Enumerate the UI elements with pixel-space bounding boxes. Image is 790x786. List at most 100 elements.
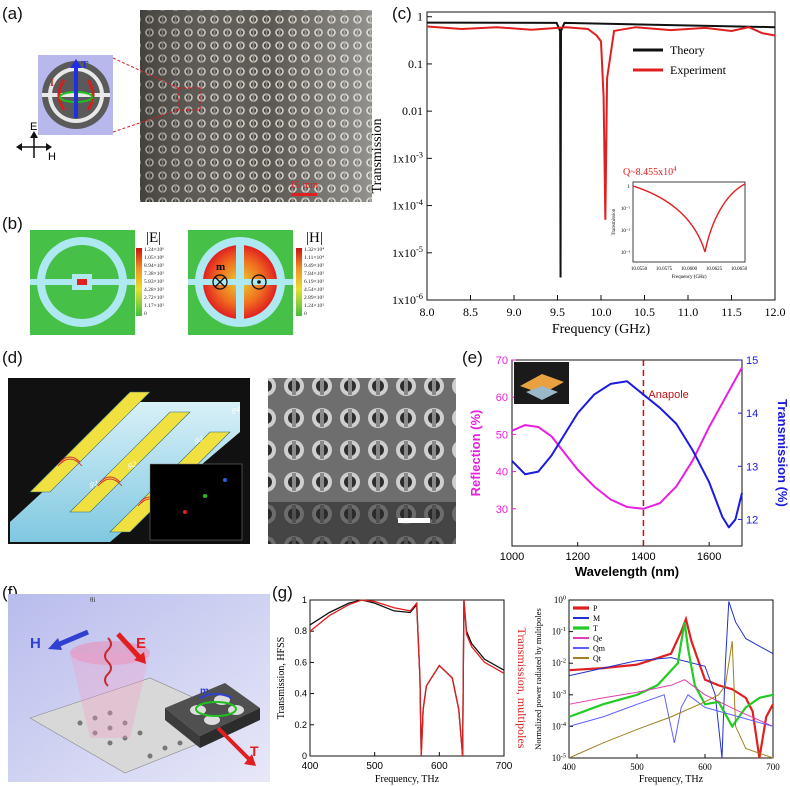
h-scale-1: 1.11×10⁴ (304, 255, 324, 261)
inset-x-label: Frequency (GHz) (671, 275, 706, 280)
panel-d-label: (d) (2, 348, 23, 367)
x-tick-label: 700 (496, 761, 513, 772)
inset-y-tick: 10⁻³ (621, 250, 631, 256)
h-colorbar (296, 248, 302, 316)
x-axis-label: Frequency, THz (375, 774, 440, 785)
panel-g-right-chart: 400 500 600 700 100 10-1 10-2 10-3 10-4 10-5 Frequ… (533, 594, 780, 785)
y-tick-label: 0.2 (294, 720, 307, 730)
legend-label-m: M (593, 614, 600, 623)
series-qe (568, 679, 774, 727)
panel-f-figure: H E m T θi (8, 594, 270, 782)
inset-x-tick: 10.0625 (706, 267, 723, 272)
h-scale-2: 9.49×10³ (304, 263, 324, 269)
series-m (568, 601, 774, 759)
x-tick-label: 10.0 (591, 305, 612, 319)
panel-e-label: (e) (462, 348, 483, 367)
q-factor-label: Q~8.455x104 (623, 165, 677, 178)
legend-label-experiment: Experiment (670, 63, 727, 77)
y-left-tick-label: 60 (496, 392, 508, 404)
y-left-tick-label: 70 (496, 355, 508, 367)
h-scale-3: 7.84×10³ (304, 271, 324, 277)
x-tick-label: 11.5 (721, 305, 742, 319)
h-scale-4: 6.19×10³ (304, 279, 324, 285)
e-scale-7: 1.17×10⁵ (144, 303, 164, 309)
series-qm (568, 694, 774, 744)
y-axis-label: Transmission (370, 119, 385, 194)
y-tick-label: 0.4 (294, 689, 307, 699)
series-transmission (511, 380, 743, 529)
inset-y-label: Transmission (612, 208, 617, 235)
plot-frame (568, 599, 774, 759)
inset-y-tick: 10⁻² (621, 228, 631, 234)
series-reflection (511, 366, 743, 510)
panel-g-left-chart: 400 500 600 700 0 0.2 0.4 0.6 0.8 1 Frequency, THz… (276, 595, 527, 785)
y-tick-label: 0.01 (402, 104, 423, 118)
y-left-tick-label: 50 (496, 429, 508, 441)
e-vector-label: E (136, 635, 146, 652)
axis-e-label: E (30, 121, 37, 133)
y-tick-label: 1x10-4 (392, 198, 424, 213)
y-tick-label: 0.1 (408, 57, 423, 71)
t-vector-label: T (250, 743, 259, 759)
x-tick-label: 12.0 (765, 305, 786, 319)
plot-frame (511, 359, 743, 547)
y-tick-label: 1x10-6 (392, 292, 423, 307)
series-experiment (426, 25, 776, 220)
legend-label-theory: Theory (670, 43, 705, 57)
inset-y-tick: 1 (628, 185, 631, 190)
y-tick-label: 10-3 (552, 689, 566, 700)
g1-label: g1 (90, 479, 98, 488)
x-tick-label: 500 (630, 762, 644, 772)
inset-x-tick: 10.0575 (656, 267, 673, 272)
series-qt (568, 641, 774, 759)
x-tick-label: 8.5 (463, 305, 478, 319)
e-scale-0: 1.24×10⁶ (144, 247, 164, 253)
h-scale-6: 2.89×10³ (304, 295, 324, 301)
panel-c-label: (c) (392, 4, 412, 23)
e-scale-8: 0 (144, 311, 147, 317)
x-tick-label: 1400 (631, 551, 655, 563)
panel-g-label: (g) (272, 583, 293, 602)
x-axis-label: Frequency (GHz) (552, 322, 651, 337)
series-multipoles (309, 599, 505, 757)
panel-a-figure: T I m E H 15 mm (16, 10, 372, 202)
e-scale-2: 8.94×10⁵ (144, 263, 164, 269)
x-tick-label: 8.0 (420, 305, 435, 319)
e-scale-4: 5.83×10⁵ (144, 279, 164, 285)
e-field-title: |E| (146, 230, 161, 246)
inset-m-label: m (90, 94, 97, 104)
y-right-tick-label: 15 (746, 355, 758, 367)
legend-label-qe: Qe (593, 634, 603, 643)
inset-t-label: T (81, 59, 89, 71)
y-tick-label: 10-1 (552, 626, 566, 637)
theta-label: θi (90, 596, 95, 604)
series-hfss (309, 599, 505, 757)
plot-frame (309, 599, 505, 757)
y-axis-label: Normalized power radiated by multipoles (533, 608, 543, 750)
y-left-axis-label: Reflection (%) (468, 410, 483, 497)
zoom-box (177, 87, 201, 111)
e-scale-1: 1.05×10⁶ (144, 255, 164, 261)
y-tick-label: 0 (302, 751, 307, 761)
y-tick-label: 10-4 (552, 721, 567, 732)
g2-label: g2 (128, 460, 136, 469)
y-right-tick-label: 12 (746, 514, 758, 526)
y-tick-label: 1 (302, 595, 307, 605)
x-tick-label: 10.5 (634, 305, 655, 319)
scale-bar-label: 15 mm (290, 180, 318, 191)
panel-b-figure: |E| 1.24×10⁶ 1.05×10⁶ 8.94×10⁵ 7.38×10⁵ … (30, 230, 324, 335)
g3-label: g3 (195, 435, 203, 444)
inset-spectrum (149, 463, 243, 541)
h-scale-5: 4.54×10³ (304, 287, 324, 293)
inset-x-tick: 10.0550 (631, 267, 648, 272)
y-right-tick-label: 14 (746, 408, 758, 420)
inset-y-tick: 10⁻¹ (621, 206, 631, 212)
y-left-tick-label: 40 (496, 467, 508, 479)
inset-i-label: I (50, 78, 54, 89)
x-tick-label: 500 (366, 761, 383, 772)
legend-label-qt: Qt (593, 654, 602, 663)
y-tick-label: 1x10-3 (392, 151, 423, 166)
panel-b-label: (b) (2, 214, 23, 233)
panel-d-figure: g1 g2 g3 g4 (8, 378, 456, 544)
y-right-tick-label: 13 (746, 461, 758, 473)
